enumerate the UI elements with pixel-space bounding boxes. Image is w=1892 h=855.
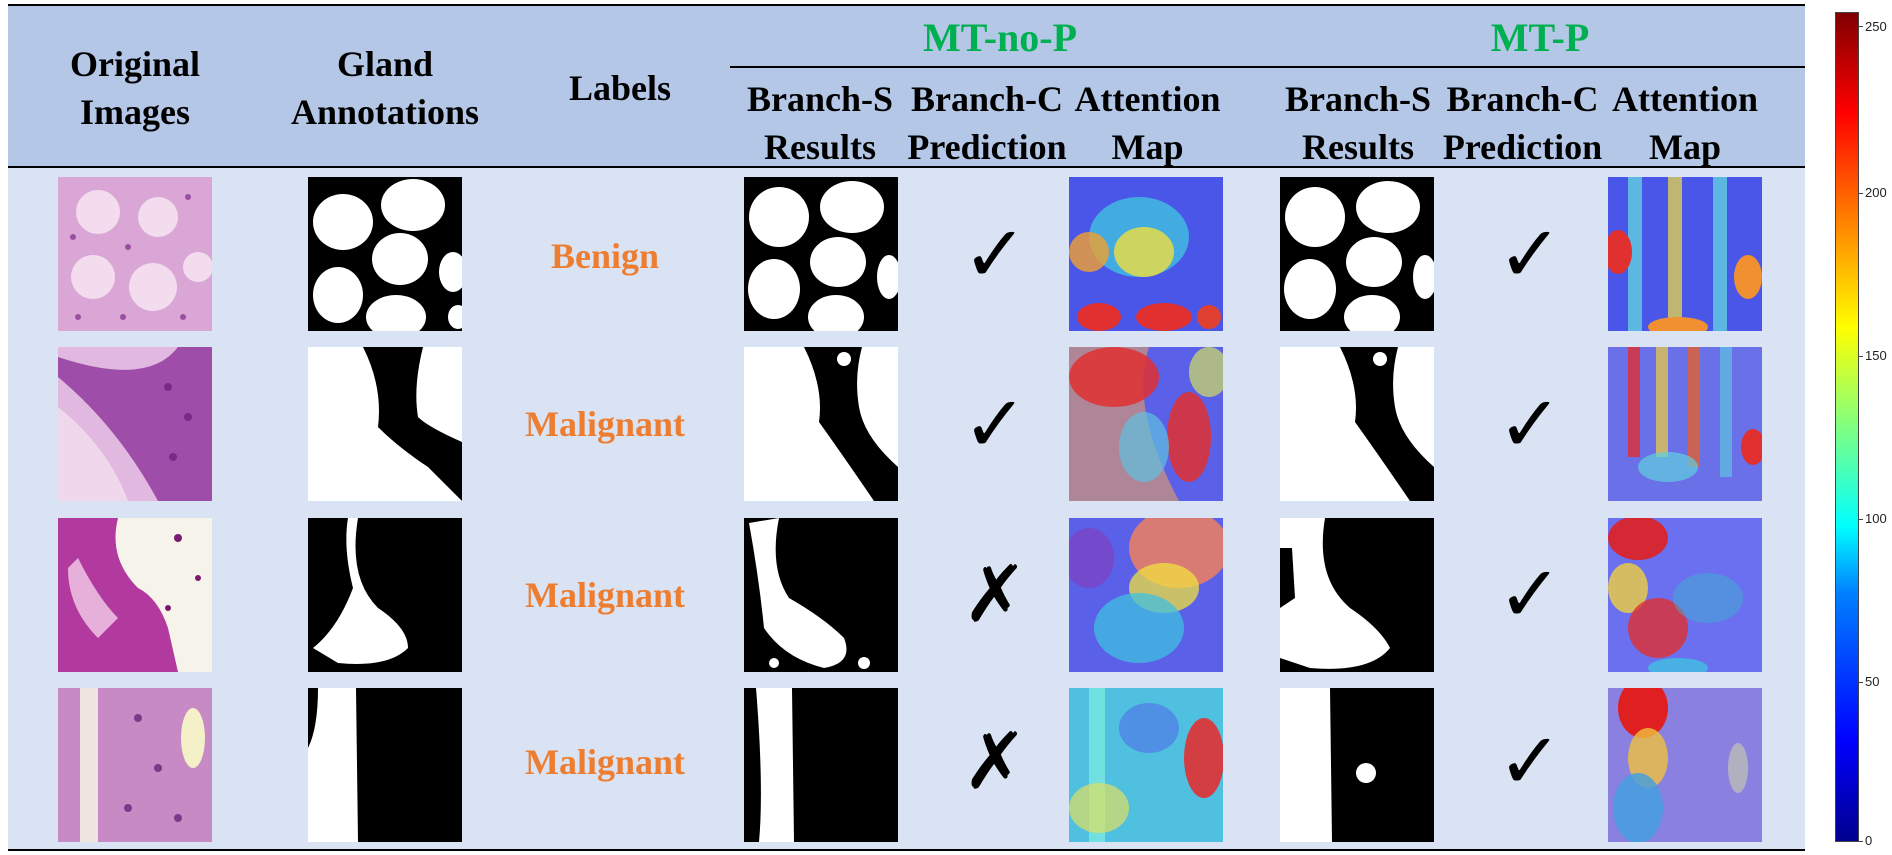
colorbar-tick: 250 xyxy=(1865,19,1887,34)
attention-map xyxy=(1608,177,1762,331)
top-rule xyxy=(8,4,1805,6)
annotation-mask xyxy=(308,518,462,672)
header-branch-c-p: Branch-C Prediction xyxy=(1442,79,1603,167)
header-original-images: Original Images xyxy=(69,44,200,132)
prediction-mark: ✓ xyxy=(962,380,1028,470)
branch-s-result xyxy=(744,518,898,672)
histology-image xyxy=(58,518,212,672)
attention-map xyxy=(1608,688,1762,842)
branch-s-result xyxy=(744,688,898,842)
header-attention-p: Attention Map xyxy=(1612,79,1758,167)
attention-map xyxy=(1069,518,1223,672)
header-attention-no-p: Attention Map xyxy=(1074,79,1221,167)
attention-map xyxy=(1608,518,1762,672)
body-background xyxy=(8,167,1805,850)
prediction-mark: ✓ xyxy=(1497,210,1563,300)
group-title-mt-p: MT-P xyxy=(1490,15,1590,60)
branch-s-result xyxy=(1280,177,1434,331)
colorbar-tick: 100 xyxy=(1865,511,1887,526)
header-gland-annotations: Gland Annotations xyxy=(290,44,480,132)
header-rule xyxy=(8,166,1805,168)
prediction-mark: ✓ xyxy=(1497,550,1563,640)
branch-s-result xyxy=(1280,518,1434,672)
row-label: Benign xyxy=(550,236,660,276)
colorbar xyxy=(1835,12,1859,842)
attention-map xyxy=(1069,688,1223,842)
prediction-mark: ✗ xyxy=(962,550,1028,640)
colorbar-tick: 150 xyxy=(1865,348,1887,363)
annotation-mask xyxy=(308,177,462,331)
attention-map xyxy=(1069,177,1223,331)
header-branch-s-p: Branch-S Results xyxy=(1284,79,1432,167)
group-title-mt-no-p: MT-no-P xyxy=(922,15,1078,60)
prediction-mark: ✓ xyxy=(1497,380,1563,470)
prediction-mark: ✗ xyxy=(962,717,1028,807)
branch-s-result xyxy=(744,177,898,331)
header-background xyxy=(8,5,1805,167)
attention-map xyxy=(1608,347,1762,501)
prediction-mark: ✓ xyxy=(1497,717,1563,807)
colorbar-tick: 200 xyxy=(1865,185,1887,200)
colorbar-tick: 0 xyxy=(1865,833,1873,848)
prediction-mark: ✓ xyxy=(962,210,1028,300)
colorbar-tick: 50 xyxy=(1865,674,1880,689)
annotation-mask xyxy=(308,688,462,842)
branch-s-result xyxy=(1280,688,1434,842)
histology-image xyxy=(58,347,212,501)
header-branch-c-no-p: Branch-C Prediction xyxy=(907,79,1067,167)
histology-image xyxy=(58,177,212,331)
bottom-rule xyxy=(8,849,1805,851)
header-labels: Labels xyxy=(568,68,672,108)
row-label: Malignant xyxy=(524,742,685,782)
row-label: Malignant xyxy=(524,575,685,615)
header-branch-s-no-p: Branch-S Results xyxy=(746,79,894,167)
branch-s-result xyxy=(744,347,898,501)
annotation-mask xyxy=(308,347,462,501)
branch-s-result xyxy=(1280,347,1434,501)
group-rule xyxy=(730,66,1805,68)
attention-map xyxy=(1069,347,1223,501)
row-label: Malignant xyxy=(524,404,685,444)
histology-image xyxy=(58,688,212,842)
